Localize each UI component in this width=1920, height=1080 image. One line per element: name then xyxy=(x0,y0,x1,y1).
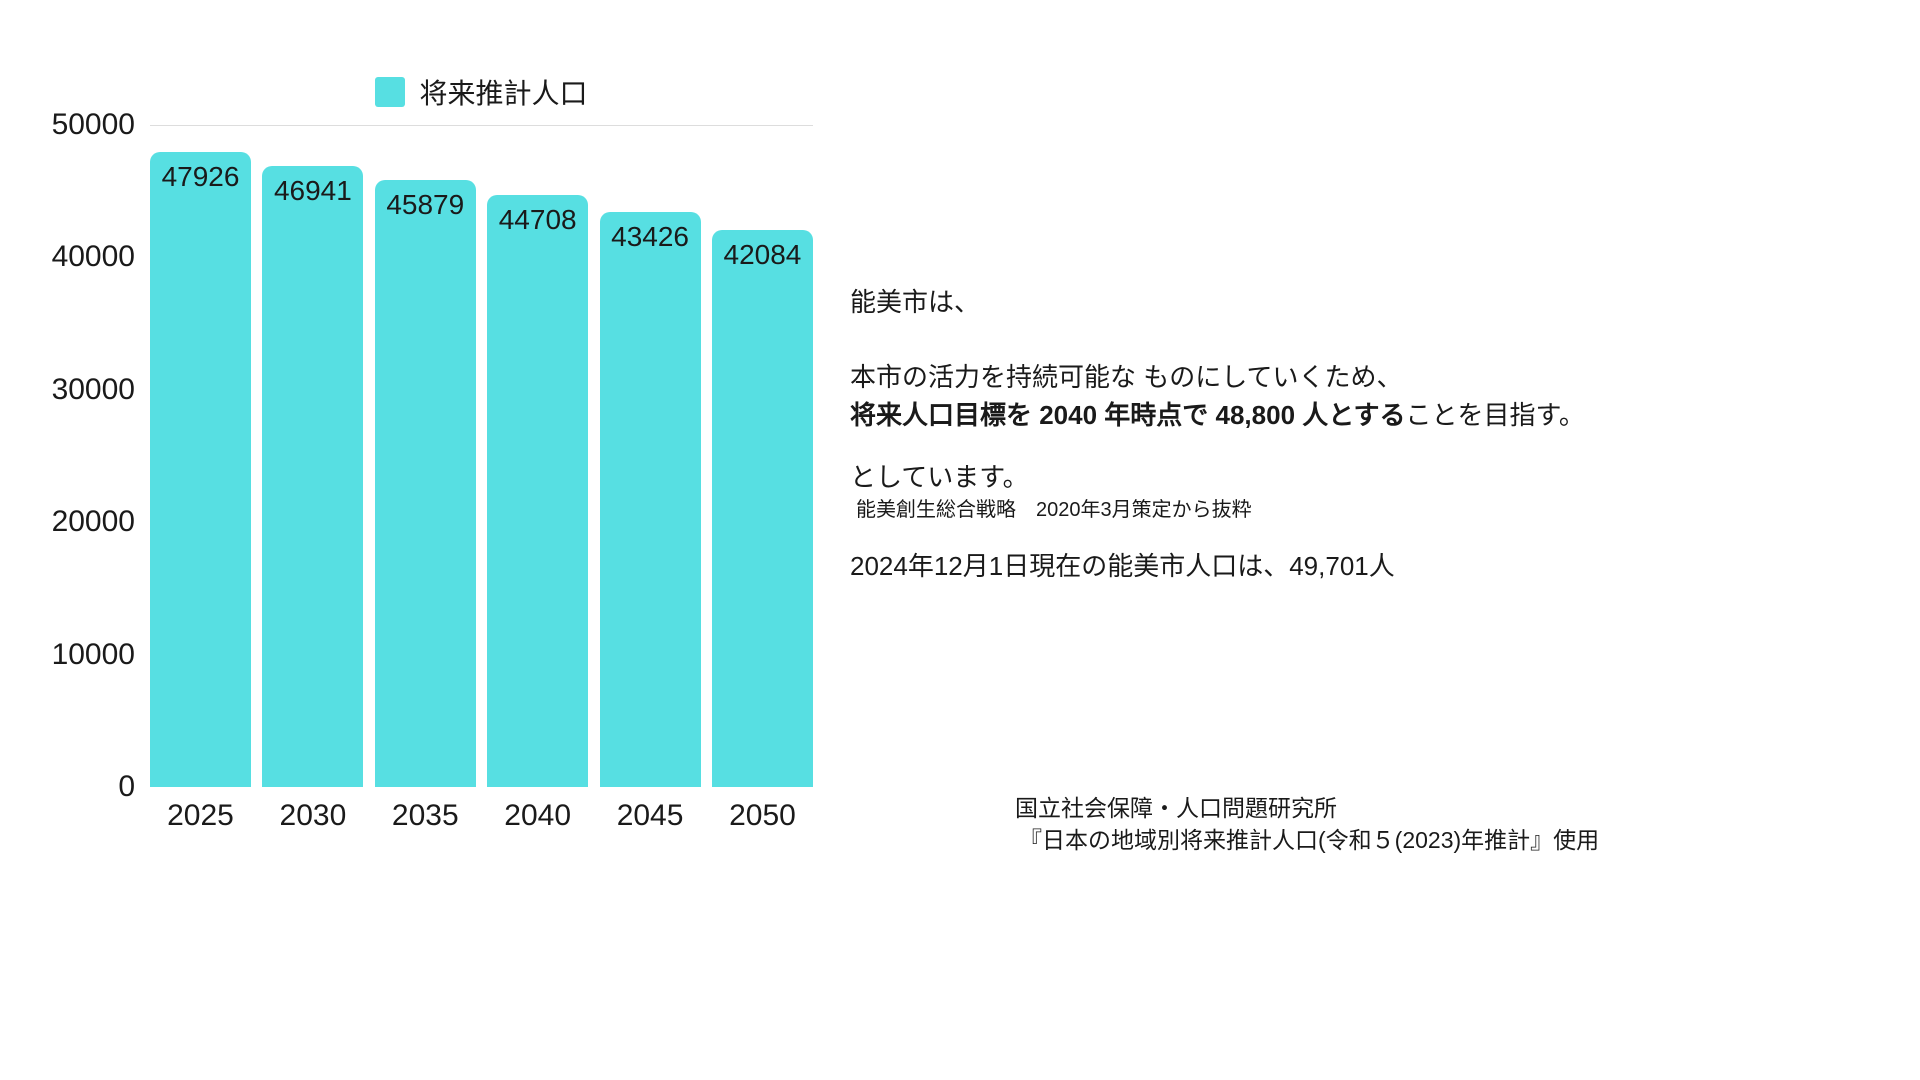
annotation-target: 将来人口目標を 2040 年時点で 48,800 人とすることを目指す。 xyxy=(850,395,1585,432)
bar-2030: 46941 xyxy=(262,165,364,787)
bar-column-2050: 42084 2050 xyxy=(711,125,813,832)
x-axis-label-2050: 2050 xyxy=(729,799,796,832)
y-tick-label-30000: 30000 xyxy=(51,372,135,406)
bar-column-2040: 44708 2040 xyxy=(487,125,589,832)
annotation-current-population: 2024年12月1日現在の能美市人口は、49,701人 xyxy=(850,551,1395,581)
source-institute: 国立社会保障・人口問題研究所 xyxy=(1015,795,1337,821)
bar-2035: 45879 xyxy=(374,179,476,787)
legend-label: 将来推計人口 xyxy=(419,78,588,109)
x-axis-label-2040: 2040 xyxy=(504,799,572,832)
bar-value-label-2035: 45879 xyxy=(386,188,465,220)
bar-column-2035: 45879 2035 xyxy=(374,125,476,832)
bar-value-label-2030: 46941 xyxy=(273,174,352,206)
x-axis-label-2045: 2045 xyxy=(616,799,684,832)
annotation-target-rest: ことを目指す。 xyxy=(1405,400,1585,430)
annotation-city: 能美市は、 xyxy=(850,287,981,317)
bar-value-label-2045: 43426 xyxy=(611,221,689,253)
y-tick-label-50000: 50000 xyxy=(51,108,135,141)
bar-column-2030: 46941 2030 xyxy=(262,125,364,832)
annotation-target-bold: 将来人口目標を 2040 年時点で 48,800 人とする xyxy=(850,400,1406,430)
gridline-50000 xyxy=(150,125,813,126)
y-tick-label-40000: 40000 xyxy=(51,240,135,274)
annotation-citation: 能美創生総合戦略 2020年3月策定から抜粋 xyxy=(856,499,1252,521)
bar-2040: 44708 xyxy=(487,195,589,787)
bar-column-2045: 43426 2045 xyxy=(599,125,701,832)
bar-value-label-2025: 47926 xyxy=(161,161,240,193)
legend-swatch xyxy=(375,77,406,107)
bar-column-2025: 47926 2025 xyxy=(150,125,251,832)
plot-area: 47926 2025 46941 2030 45879 2035 44708 2040 4342… xyxy=(150,125,813,832)
bar-value-label-2050: 42084 xyxy=(723,238,802,270)
y-tick-label-20000: 20000 xyxy=(51,505,135,539)
annotation-purpose: 本市の活力を持続可能な ものにしていくため、 xyxy=(850,362,1403,392)
x-axis-label-2035: 2035 xyxy=(391,799,459,832)
y-tick-label-0: 0 xyxy=(118,770,135,803)
bar-2025: 47926 xyxy=(150,152,251,787)
y-tick-label-10000: 10000 xyxy=(51,637,135,671)
source-publication: 『日本の地域別将来推計人口(令和５(2023)年推計』使用 xyxy=(1019,827,1600,853)
bar-2050: 42084 xyxy=(711,229,813,787)
x-axis-label-2025: 2025 xyxy=(167,799,234,832)
annotation-closing: としています。 xyxy=(850,462,1029,492)
chart-legend: 将来推計人口 xyxy=(150,72,813,112)
bar-value-label-2040: 44708 xyxy=(498,204,577,236)
bar-2045: 43426 xyxy=(599,212,701,787)
x-axis-label-2030: 2030 xyxy=(279,799,347,832)
